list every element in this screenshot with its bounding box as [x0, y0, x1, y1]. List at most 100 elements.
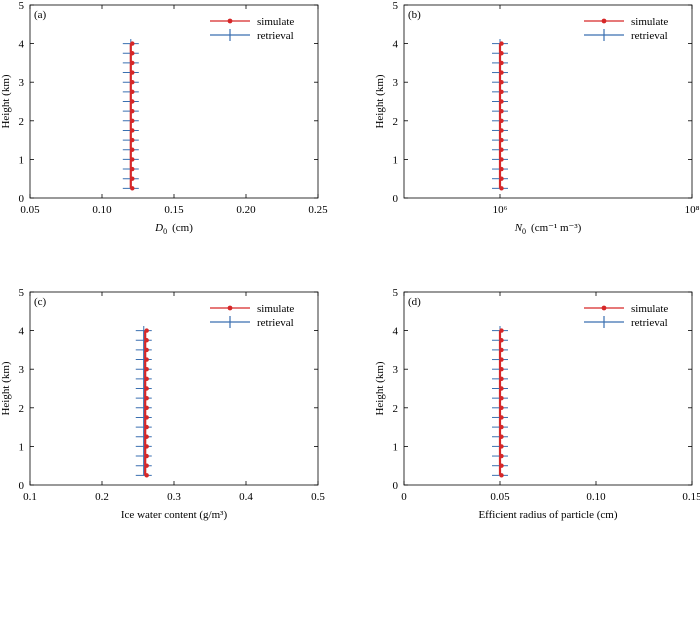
data-point-simulate: [499, 386, 504, 391]
chart-panel-c: 0.1 0.2 0.3 0.4 0.5 0 1 2 3 4 5 Height (km) Ice wate…: [0, 287, 325, 521]
x-tick-label: 0.10: [92, 204, 112, 216]
data-point-simulate: [499, 137, 504, 143]
legend-marker-simulate: [601, 305, 607, 311]
y-tick-label: 5: [19, 287, 25, 299]
data-point-simulate: [499, 424, 504, 430]
x-tick-label: 0.2: [95, 491, 109, 503]
plot-area-frame: [403, 291, 693, 486]
legend-label-retrieval: retrieval: [257, 317, 294, 329]
data-point-simulate: [130, 186, 135, 191]
panel-label: (b): [408, 9, 421, 21]
y-tick-label: 4: [393, 39, 399, 51]
x-tick-label: 0: [401, 491, 407, 503]
data-point-simulate: [144, 405, 149, 410]
x-tick-label: 10⁸: [685, 204, 700, 216]
data-point-simulate: [130, 41, 135, 46]
data-point-simulate: [499, 89, 504, 95]
data-point-simulate: [499, 415, 504, 420]
x-axis-label: N0 (cm⁻¹ m⁻³): [514, 222, 582, 236]
y-tick-label: 0: [19, 480, 25, 492]
x-axis-label-unit: (cm⁻¹ m⁻³): [531, 222, 582, 234]
y-axis-label: Height (km): [374, 361, 386, 415]
x-tick-label: 0.25: [308, 204, 328, 216]
data-point-simulate: [499, 405, 504, 410]
data-point-simulate: [499, 80, 504, 85]
data-point-simulate: [499, 376, 504, 382]
y-axis-label: Height (km): [0, 361, 12, 415]
data-point-simulate: [130, 118, 135, 124]
y-tick-label: 3: [19, 364, 25, 376]
y-tick-label: 5: [393, 0, 399, 12]
legend-label-retrieval: retrieval: [257, 30, 294, 42]
panel-label: (c): [34, 296, 47, 308]
x-axis-label: Ice water content (g/m³): [121, 509, 228, 521]
data-point-simulate: [144, 347, 149, 353]
x-tick-label: 0.10: [586, 491, 606, 503]
y-tick-label: 0: [393, 480, 399, 492]
data-point-simulate: [130, 166, 135, 172]
legend-marker-simulate: [601, 18, 607, 24]
legend-label-simulate: simulate: [257, 16, 294, 28]
legend-label-retrieval: retrieval: [631, 30, 668, 42]
data-point-simulate: [130, 176, 135, 181]
data-point-simulate: [499, 41, 504, 46]
y-tick-label: 1: [19, 154, 25, 166]
x-tick-label: 10⁶: [493, 204, 508, 216]
legend-label-simulate: simulate: [257, 303, 294, 315]
y-tick-label: 1: [19, 441, 25, 453]
y-tick-label: 5: [393, 287, 399, 299]
y-tick-label: 0: [19, 193, 25, 205]
x-tick-label: 0.15: [682, 491, 700, 503]
data-point-simulate: [499, 357, 504, 362]
data-point-simulate: [499, 108, 504, 114]
x-tick-label: 0.3: [167, 491, 181, 503]
y-tick-label: 4: [19, 326, 25, 338]
data-point-simulate: [499, 473, 504, 478]
data-point-simulate: [499, 328, 504, 333]
x-tick-label: 0.5: [311, 491, 325, 503]
y-axis-label: Height (km): [374, 74, 386, 128]
data-point-simulate: [144, 415, 149, 420]
y-tick-label: 3: [393, 364, 399, 376]
data-point-simulate: [144, 338, 149, 343]
data-point-simulate: [130, 89, 135, 95]
x-tick-label: 0.05: [490, 491, 510, 503]
data-point-simulate: [130, 128, 135, 133]
legend-marker-simulate: [227, 305, 233, 311]
data-point-simulate: [499, 157, 504, 162]
data-point-simulate: [499, 434, 504, 439]
x-axis-label-symbol: N: [514, 222, 523, 234]
y-tick-label: 1: [393, 441, 399, 453]
data-point-simulate: [499, 118, 504, 124]
x-axis-label: Efficient radius of particle (cm): [478, 509, 617, 521]
data-point-simulate: [144, 444, 149, 449]
data-point-simulate: [144, 357, 149, 362]
legend-label-simulate: simulate: [631, 303, 668, 315]
data-point-simulate: [130, 51, 135, 56]
data-point-simulate: [499, 128, 504, 133]
data-point-simulate: [499, 166, 504, 172]
data-point-simulate: [499, 99, 504, 104]
data-point-simulate: [499, 453, 504, 459]
x-tick-label: 0.15: [164, 204, 184, 216]
data-point-simulate: [144, 328, 149, 333]
data-point-simulate: [499, 60, 504, 66]
data-point-simulate: [130, 147, 135, 152]
data-point-simulate: [144, 386, 149, 391]
x-tick-label: 0.4: [239, 491, 253, 503]
data-point-simulate: [499, 51, 504, 56]
y-tick-label: 4: [393, 326, 399, 338]
data-point-simulate: [499, 338, 504, 343]
data-point-simulate: [144, 424, 149, 430]
data-point-simulate: [499, 347, 504, 353]
data-point-simulate: [144, 463, 149, 468]
y-tick-label: 4: [19, 39, 25, 51]
chart-panel-d: 0 0.05 0.10 0.15 0 1 2 3 4 5 Height (km) Efficient …: [374, 287, 700, 521]
data-point-simulate: [130, 60, 135, 66]
data-point-simulate: [499, 176, 504, 181]
data-point-simulate: [499, 186, 504, 191]
data-point-simulate: [130, 157, 135, 162]
x-axis-label-subscript: 0: [522, 227, 526, 236]
